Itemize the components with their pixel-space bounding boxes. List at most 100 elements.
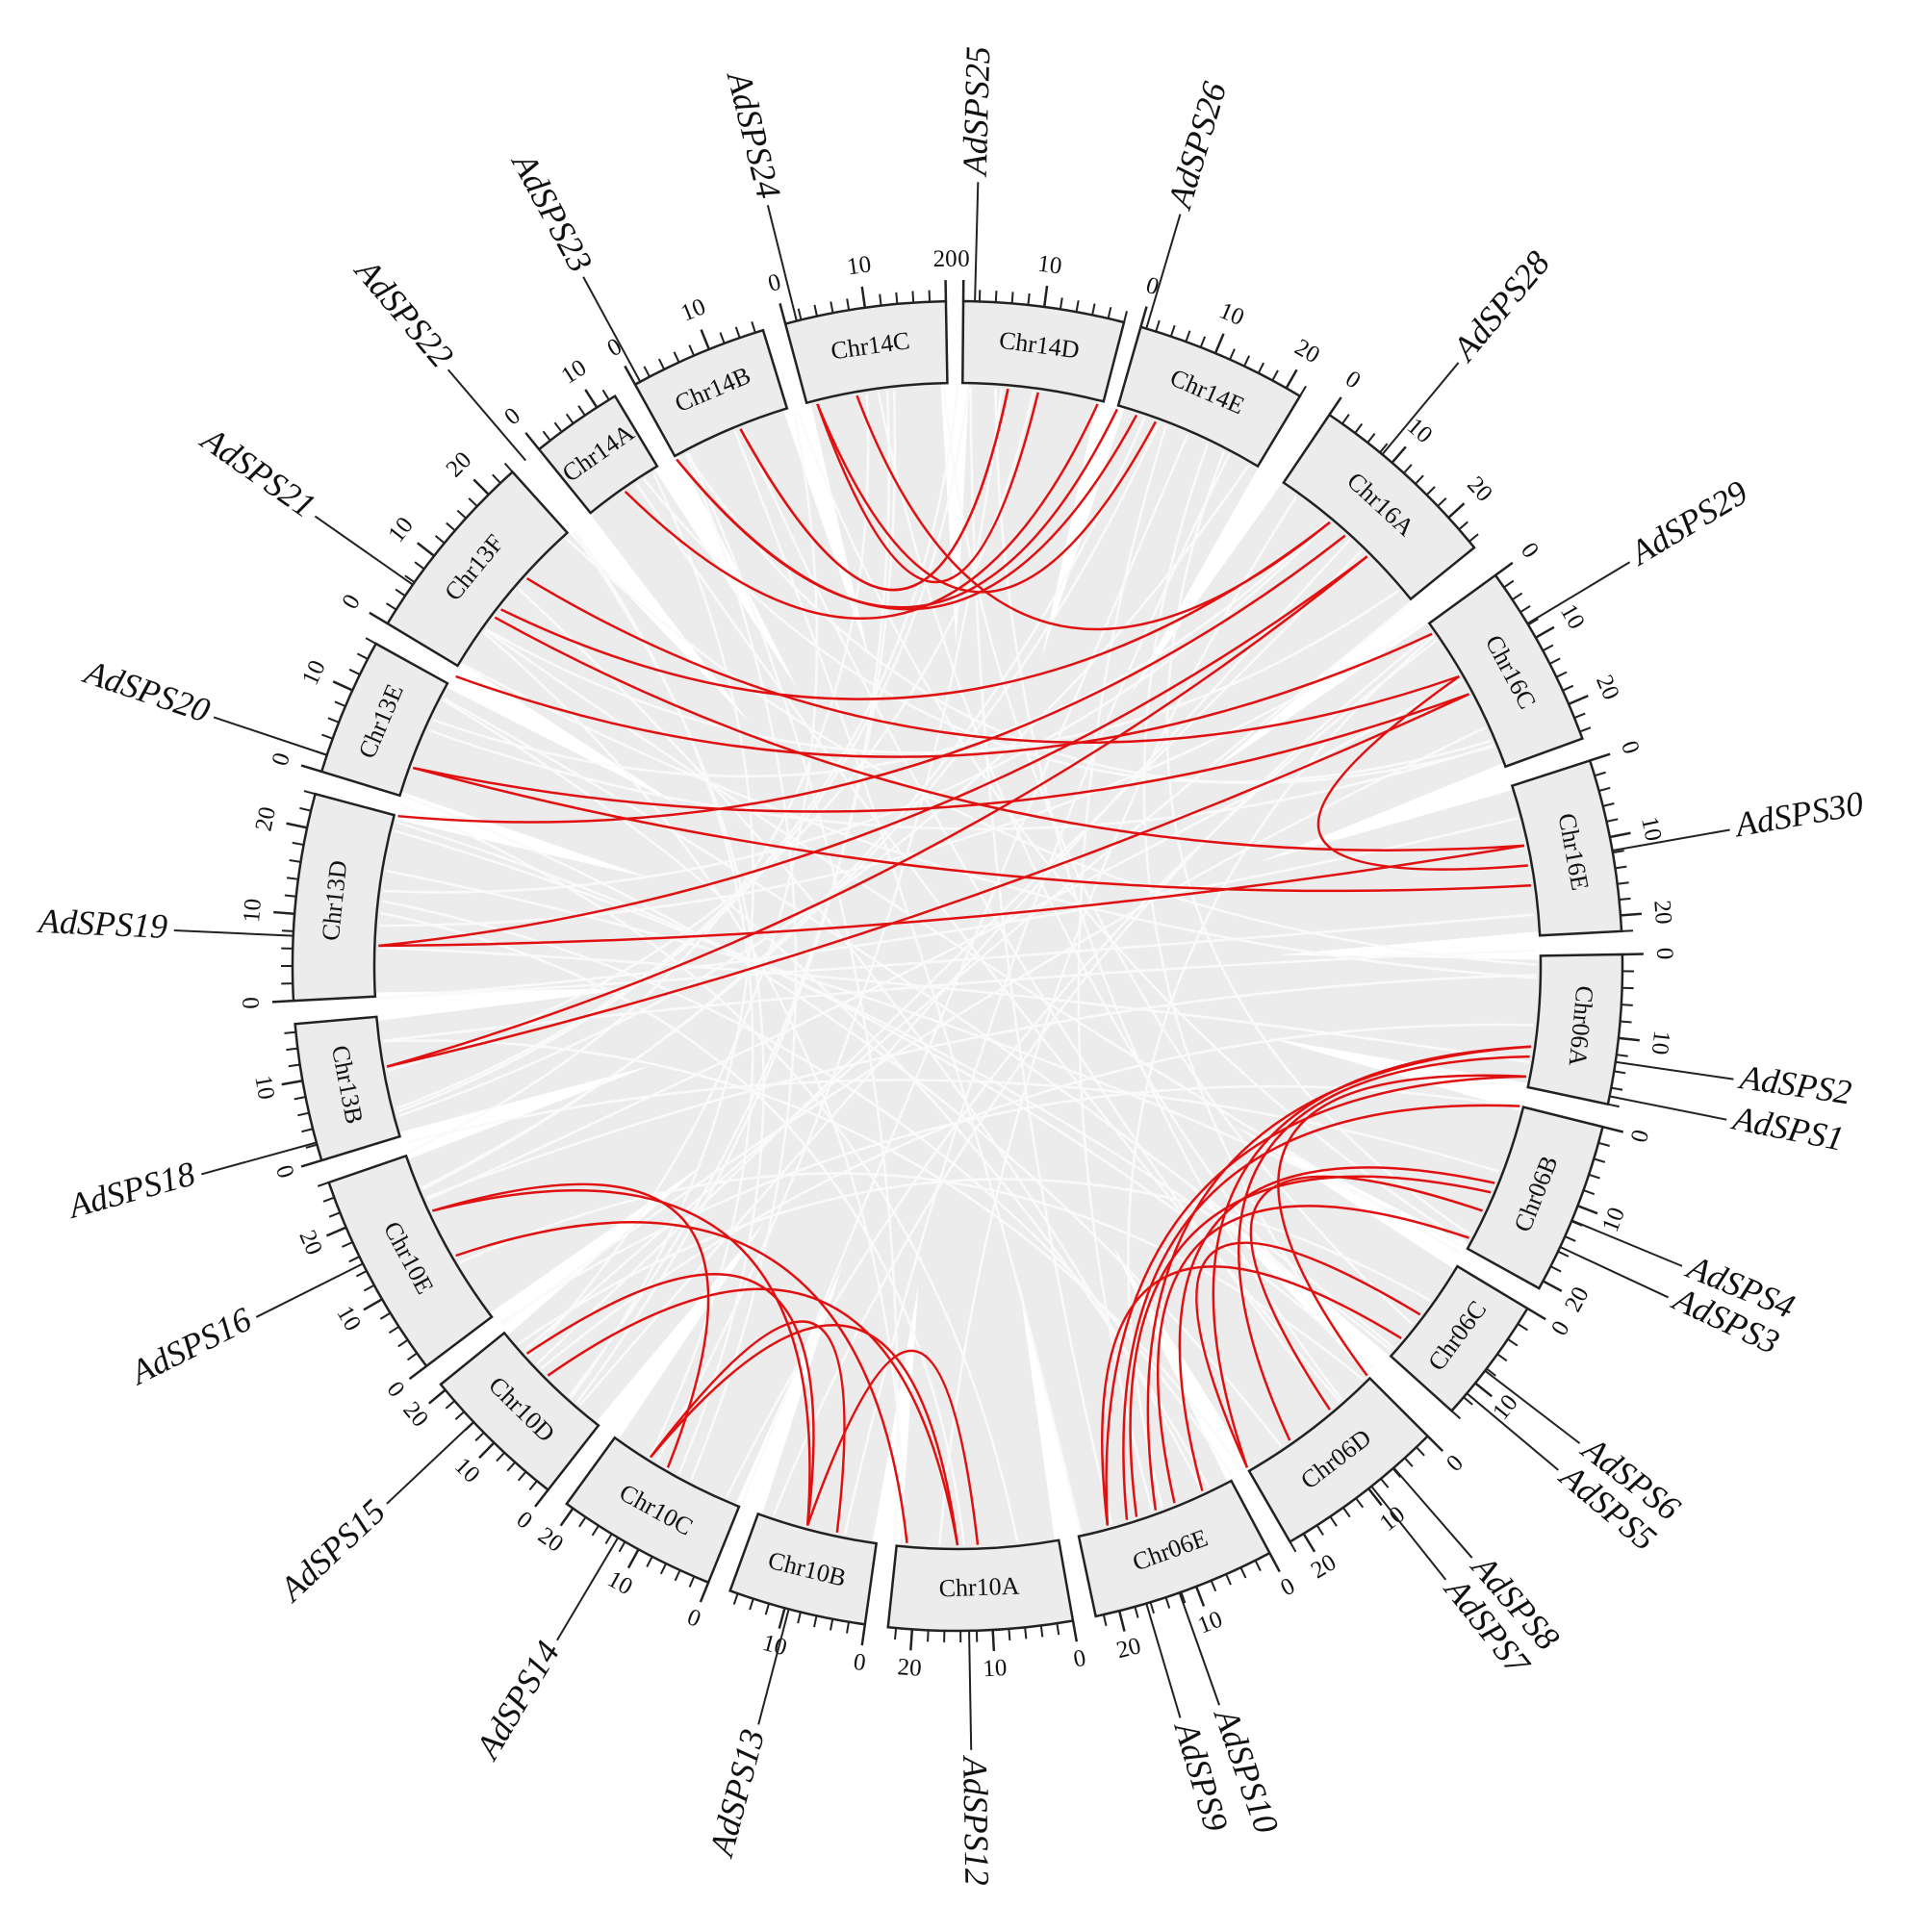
major-tick [325, 1226, 347, 1237]
red-link [1316, 674, 1528, 871]
gray-link [1165, 450, 1471, 1236]
gap-wedge [445, 662, 680, 806]
chromosome-box [961, 299, 1126, 403]
minor-tick [327, 717, 340, 724]
gray-link [485, 589, 1400, 754]
tick-label: 20 [533, 1522, 568, 1557]
minor-tick [1512, 592, 1523, 601]
minor-tick [1366, 433, 1376, 444]
minor-tick [1621, 929, 1634, 932]
minor-tick [286, 1047, 298, 1052]
tick-label: 20 [1560, 1283, 1595, 1316]
major-tick [779, 302, 787, 324]
minor-tick [1437, 497, 1447, 507]
chromosome-box [633, 328, 789, 458]
tick-label: 20 [932, 246, 957, 272]
chromosome-box [537, 394, 659, 515]
major-tick [860, 286, 867, 308]
gap-wedge [374, 988, 638, 1022]
gray-link [462, 663, 1537, 979]
minor-tick [506, 1462, 516, 1472]
red-link [378, 844, 1525, 948]
major-tick [1071, 1620, 1079, 1642]
major-tick [699, 1582, 710, 1603]
gene-pointer [1145, 214, 1182, 329]
major-tick [1117, 1610, 1126, 1632]
minor-tick [674, 1569, 681, 1582]
minor-tick [1225, 1573, 1232, 1586]
minor-tick [688, 1576, 696, 1588]
minor-tick [1583, 1189, 1596, 1196]
gray-link [400, 803, 1019, 1543]
chromosome-box [1510, 758, 1623, 937]
major-tick [991, 1629, 996, 1652]
red-link [455, 632, 1433, 758]
minor-tick [1557, 1250, 1570, 1258]
gene-label: AdSPS26 [1160, 78, 1234, 215]
gray-link [741, 434, 1189, 1505]
tick-label: 10 [1036, 251, 1063, 280]
minor-tick [1619, 897, 1631, 902]
gene-label: AdSPS16 [123, 1300, 258, 1393]
major-tick [1602, 1125, 1624, 1133]
minor-tick [1229, 348, 1236, 361]
minor-tick [322, 1196, 335, 1203]
minor-tick [379, 1311, 392, 1320]
minor-tick [328, 1211, 341, 1218]
red-link [1122, 1104, 1520, 1520]
major-tick [909, 1629, 914, 1651]
tick-label: 0 [1546, 1316, 1575, 1340]
minor-tick [1299, 385, 1307, 397]
gene-pointer [213, 716, 328, 756]
minor-tick [797, 308, 803, 320]
red-link [1195, 1241, 1421, 1468]
minor-tick [1425, 486, 1436, 496]
minor-tick [1602, 802, 1615, 807]
minor-tick [503, 462, 514, 473]
red-link [397, 534, 1346, 824]
gray-link [1127, 635, 1435, 1509]
gene-pointer [314, 515, 414, 586]
red-link [806, 1349, 980, 1545]
gene-pointer [386, 1421, 474, 1505]
minor-tick [553, 421, 563, 433]
tick-label: 20 [1307, 1549, 1340, 1584]
tick-label: 0 [1516, 538, 1544, 563]
minor-tick [1403, 464, 1413, 474]
minor-tick [1517, 1323, 1528, 1332]
minor-tick [355, 1270, 368, 1278]
red-link [500, 521, 1331, 700]
major-tick [1194, 1586, 1206, 1607]
chromosome-box [1116, 325, 1302, 469]
minor-tick [1555, 671, 1568, 678]
minor-tick [1496, 1353, 1508, 1362]
major-tick [363, 1298, 383, 1311]
gene-label: AdSPS18 [63, 1154, 199, 1226]
major-tick [1618, 1036, 1640, 1042]
tick-label: 10 [1194, 1606, 1226, 1639]
gray-link [501, 726, 1487, 1326]
minor-tick [1059, 297, 1063, 310]
gray-link [383, 1039, 1243, 1471]
gene-pointer [1466, 1392, 1559, 1471]
minor-tick [363, 1284, 375, 1292]
red-link [412, 766, 1532, 893]
minor-tick [334, 700, 346, 707]
minor-tick [284, 894, 296, 898]
chromosome-box [565, 1436, 741, 1585]
minor-tick [1597, 1141, 1610, 1147]
gap-wedge [1261, 762, 1514, 862]
minor-tick [388, 1325, 400, 1335]
gene-label: AdSPS28 [1444, 243, 1558, 369]
minor-tick [1458, 521, 1468, 531]
gene-pointer [766, 204, 798, 321]
minor-tick [305, 1143, 318, 1149]
red-link [494, 616, 1524, 852]
tick-label: 10 [759, 1630, 789, 1662]
minor-tick [764, 1603, 771, 1615]
gene-label: AdSPS20 [78, 652, 215, 730]
minor-tick [1271, 369, 1279, 381]
gene-pointer [968, 1630, 973, 1750]
minor-tick [1594, 771, 1606, 777]
